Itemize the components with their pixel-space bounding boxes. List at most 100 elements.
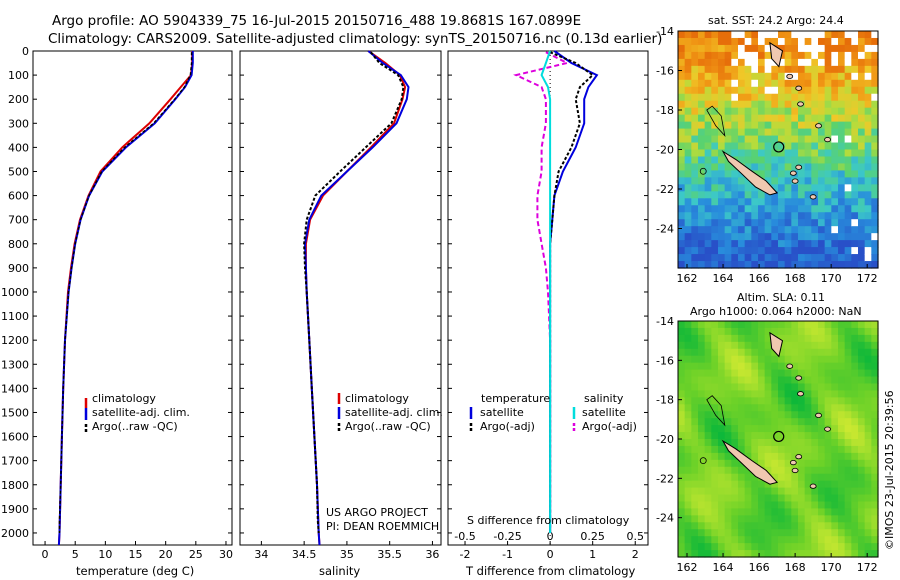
map-cell [684,397,692,405]
map-cell [778,163,786,172]
map-cell [744,247,752,255]
map-cell [744,508,752,516]
map-cell [731,128,739,137]
map-cell [798,142,806,151]
map-cell [698,522,706,530]
map-cell [711,37,719,46]
map-cell [838,156,846,165]
map-cell [718,177,726,185]
map-cell [831,376,839,385]
map-cell [718,191,726,199]
map-cell [718,341,726,350]
map-cell [684,191,692,199]
map-cell [844,247,852,255]
map-cell [678,149,686,158]
map-cell [791,149,799,158]
map-cell [744,397,752,405]
map-cell [758,191,766,199]
map-cell [791,226,799,234]
map-cell [704,334,712,343]
map-cell [858,79,866,88]
map-cell [704,397,712,405]
map-cell [824,177,832,185]
map-cell [791,72,799,81]
map-cell [751,240,759,248]
map-cell [678,334,686,343]
map-cell [738,212,746,220]
map-cell [744,121,752,130]
map-cell [704,240,712,248]
map-cell [851,177,859,185]
map-cell [711,494,719,503]
map-cell [744,254,752,262]
map-cell [704,128,712,137]
map-cell [844,404,852,412]
header-line2: Climatology: CARS2009. Satellite-adjuste… [48,31,662,47]
map-cell [691,100,699,109]
map-cell [844,515,852,523]
map-cell [838,149,846,158]
map-cell [844,149,852,158]
map-cell [764,362,772,371]
map-cell [871,177,879,185]
map-cell [758,114,766,123]
map-cell [704,480,712,489]
map-cell [804,327,812,336]
map-cell [744,439,752,447]
temperature-xlabel: temperature (deg C) [76,564,194,578]
map-cell [858,480,866,489]
map-cell [711,100,719,109]
map-cell [844,376,852,385]
map-cell [678,191,686,199]
map-cell [838,494,846,503]
map-cell [811,348,819,357]
map-cell [738,362,746,371]
map-cell [851,369,859,378]
map-cell [711,226,719,234]
map-cell [718,37,726,46]
legend-t-satellite: satellite [480,406,524,419]
map-cell [824,445,832,454]
map-cell [851,121,859,130]
map-cell [858,473,866,482]
map-cell [844,254,852,262]
map-cell [811,240,819,248]
map-cell [838,233,846,241]
map-cell [824,247,832,255]
map-cell [778,348,786,357]
map-cell [711,93,719,102]
map-cell [864,226,872,234]
map-cell [871,515,879,523]
map-cell [744,501,752,510]
map-cell [771,487,779,496]
map-cell [698,37,706,46]
map-cell [784,65,792,74]
map-cell [724,341,732,350]
map-cell [844,536,852,544]
map-cell [724,473,732,482]
map-cell [731,508,739,516]
map-cell [758,515,766,523]
map-cell [751,536,759,544]
map-cell [818,37,826,46]
map-cell [791,121,799,130]
map-cell [851,355,859,364]
map-cell [811,114,819,123]
map-cell [798,79,806,88]
map-cell [698,156,706,165]
map-cell [698,261,706,269]
map-cell [798,445,806,454]
map-cell [784,240,792,248]
map-cell [684,383,692,392]
map-cell [704,31,712,39]
map-cell [844,411,852,419]
map-cell [804,515,812,523]
map-cell [784,31,792,39]
map-cell [798,411,806,419]
map-cell [758,233,766,241]
map-cell [751,480,759,489]
x-tick-label: 2 [632,548,639,561]
map-cell [724,240,732,248]
map-cell [711,529,719,537]
map-cell [864,184,872,192]
